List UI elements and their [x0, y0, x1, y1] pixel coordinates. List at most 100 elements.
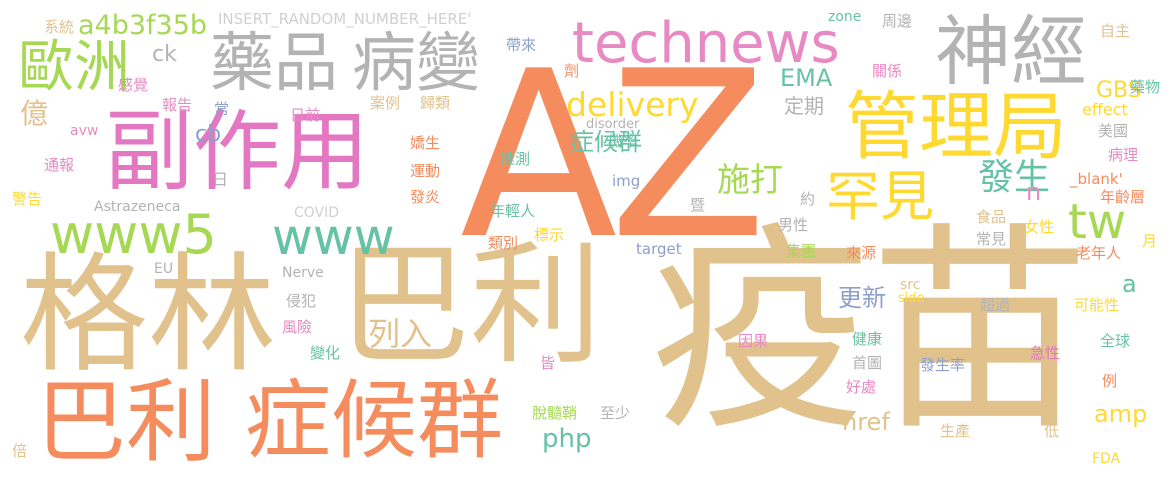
word: 脫髓鞘 — [532, 404, 578, 422]
word: 系統 — [44, 18, 75, 36]
word: 關係 — [872, 62, 903, 80]
word: 更新 — [838, 284, 886, 312]
word: a4b3f35b — [78, 10, 208, 41]
word: 年齡層 — [1100, 188, 1146, 206]
word: 案例 — [370, 94, 401, 112]
word: 症候群 — [245, 371, 503, 471]
word: 美國 — [1098, 122, 1129, 140]
word: 神經 — [935, 7, 1087, 96]
word: side — [898, 291, 925, 306]
word: Nerve — [282, 265, 324, 281]
word: 機率 — [608, 132, 639, 150]
word: FDA — [1092, 451, 1121, 467]
word: 變化 — [310, 344, 341, 362]
word: a — [1122, 270, 1137, 298]
word: 標示 — [534, 226, 565, 244]
word: 來源 — [846, 244, 877, 262]
word: COVID — [294, 205, 340, 221]
word: 通報 — [44, 156, 75, 174]
word: 施打 — [717, 160, 783, 199]
word: AZ — [460, 23, 767, 290]
word: 生產 — [940, 422, 971, 440]
word: 症候群 — [570, 128, 642, 156]
word: technews — [572, 11, 840, 76]
word: 月 — [1142, 232, 1158, 250]
word: 男性 — [778, 216, 809, 234]
word: disorder — [586, 117, 640, 132]
word: 風險 — [282, 318, 313, 336]
word: 歸類 — [420, 94, 451, 112]
word: 集團 — [786, 242, 817, 260]
word: 定期 — [784, 94, 824, 118]
word: 常見 — [976, 230, 1007, 248]
word: 疫苗 — [650, 204, 1091, 460]
word: 侵犯 — [286, 292, 317, 310]
word: 可能性 — [1074, 296, 1120, 314]
word: GBS — [1096, 78, 1142, 103]
word: 警告 — [12, 190, 43, 208]
word: 藥品 — [210, 27, 338, 101]
word: 嬌生 — [410, 134, 441, 152]
word: 健康 — [852, 330, 883, 348]
word: 管理局 — [845, 84, 1067, 170]
word: 好處 — [846, 378, 877, 396]
word: 皆 — [540, 354, 556, 372]
word: 常 — [214, 100, 230, 118]
word: 急性 — [1030, 344, 1061, 362]
word: 年輕人 — [490, 202, 536, 220]
word: effect — [1082, 100, 1128, 119]
word: 藥物 — [1130, 78, 1161, 96]
word: 帶來 — [506, 36, 537, 54]
word: 全球 — [1100, 332, 1131, 350]
word: 罕見 — [826, 165, 934, 228]
word: cb — [195, 122, 222, 147]
word: 格林 — [20, 241, 277, 390]
word: 推測 — [500, 150, 531, 168]
word: img — [612, 172, 641, 190]
word: Astrazeneca — [94, 199, 181, 215]
word: 病變 — [352, 27, 480, 101]
word: 億 — [20, 97, 49, 130]
word: 類別 — [488, 234, 519, 252]
word: 例 — [1102, 372, 1118, 390]
word: 報告 — [162, 96, 193, 114]
word: 至少 — [600, 404, 631, 422]
word: 周邊 — [882, 12, 913, 30]
word: 食品 — [976, 208, 1007, 226]
word: _blank' — [1070, 170, 1123, 188]
word: href — [842, 408, 890, 436]
word: 女性 — [1024, 218, 1055, 236]
word: 日 — [212, 170, 229, 189]
word: 暨 — [690, 196, 706, 214]
word: avw — [70, 123, 99, 139]
word: 巴利 — [36, 370, 216, 475]
word: 超過 — [980, 296, 1011, 314]
word: delivery — [566, 85, 699, 124]
word: amp — [1094, 400, 1148, 428]
word: target — [636, 240, 682, 258]
word: 低 — [1044, 422, 1060, 440]
word: 日前 — [290, 106, 321, 124]
word: 歐洲 — [18, 35, 130, 100]
word: tw — [1068, 194, 1127, 250]
word: 首圖 — [852, 354, 883, 372]
word: 發炎 — [410, 188, 441, 206]
word: www — [272, 208, 395, 266]
word: 病理 — [1108, 146, 1139, 164]
word: n — [1026, 178, 1042, 206]
word: 巴利 — [338, 229, 602, 383]
word: 約 — [800, 190, 816, 208]
word: 因果 — [738, 332, 769, 350]
word: 劑 — [564, 62, 580, 80]
word: 副作用 — [105, 100, 370, 203]
word: 老年人 — [1076, 244, 1122, 262]
word: 感覺 — [118, 76, 149, 94]
word: 自主 — [1100, 22, 1131, 40]
word: EMA — [780, 64, 833, 92]
word: zone — [828, 9, 862, 25]
word: 運動 — [410, 162, 441, 180]
word: 發生 — [978, 157, 1051, 198]
word: 列入 — [368, 315, 433, 353]
word: INSERT_RANDOM_NUMBER_HERE' — [218, 10, 472, 28]
